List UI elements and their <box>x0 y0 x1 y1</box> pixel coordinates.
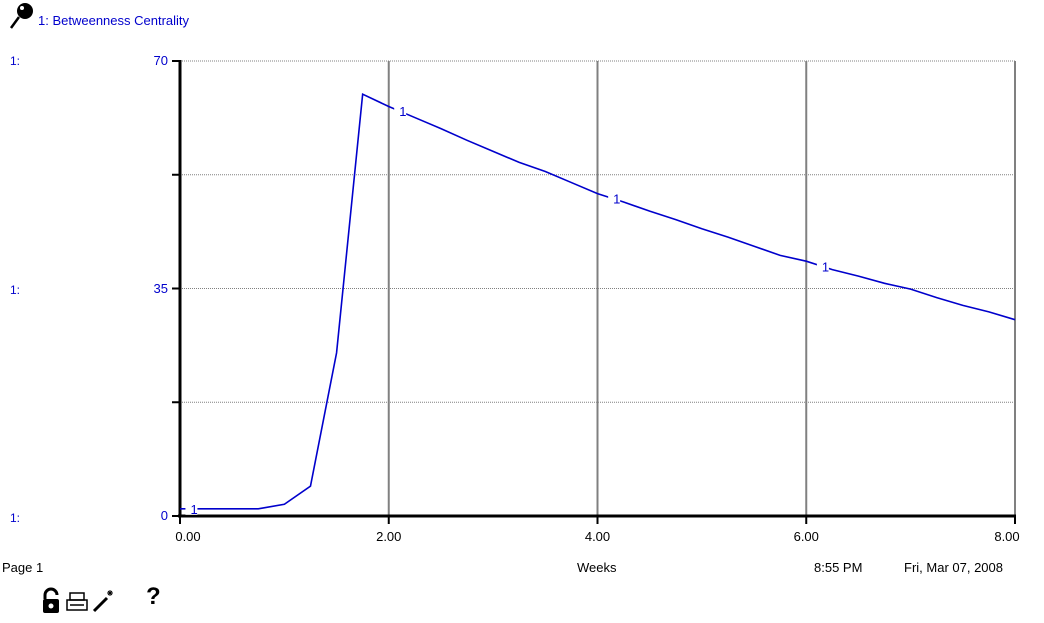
x-tick-label-3: 6.00 <box>793 529 819 544</box>
y-axis-prefix-bottom: 1: <box>10 511 21 525</box>
grid-layer <box>180 60 1016 516</box>
series-label-0: 1 <box>190 502 197 517</box>
series-label-3: 1 <box>822 259 829 274</box>
series-label-bg-0 <box>185 500 198 515</box>
y-tick-label-1: 35 <box>153 280 168 296</box>
series-label-2: 1 <box>613 192 620 207</box>
axis-layer <box>172 60 1016 524</box>
y-axis-prefix-mid: 1: <box>10 283 21 297</box>
series-layer <box>180 92 1016 510</box>
pushpin-icon[interactable] <box>8 1 36 31</box>
y-tick-label-0: 0 <box>160 508 168 523</box>
timestamp-date: Fri, Mar 07, 2008 <box>904 560 1003 575</box>
x-tick-label-0: 0.00 <box>175 529 201 544</box>
y-tick-label-2: 70 <box>153 53 168 68</box>
page-label: Page 1 <box>2 560 44 575</box>
series-line-1 <box>180 92 1016 510</box>
legend-title: 1: Betweenness Centrality <box>38 13 190 28</box>
series-label-bg-2 <box>608 190 621 205</box>
x-axis-label: Weeks <box>577 560 617 575</box>
print-icon[interactable] <box>64 587 90 615</box>
x-tick-label-2: 4.00 <box>584 529 611 544</box>
series-label-bg-1 <box>394 102 407 117</box>
series-label-bg-3 <box>816 258 829 273</box>
magic-wand-icon[interactable] <box>90 587 116 615</box>
series-labels: 1 1 1 1 <box>185 102 829 517</box>
help-icon[interactable]: ? <box>146 583 161 610</box>
lock-icon[interactable] <box>38 587 64 615</box>
series-label-1: 1 <box>399 104 406 119</box>
x-tick-label-1: 2.00 <box>376 529 402 544</box>
timestamp-time: 8:55 PM <box>814 560 863 575</box>
y-axis-prefix-top: 1: <box>10 54 21 68</box>
x-tick-label-4: 8.00 <box>994 529 1020 544</box>
